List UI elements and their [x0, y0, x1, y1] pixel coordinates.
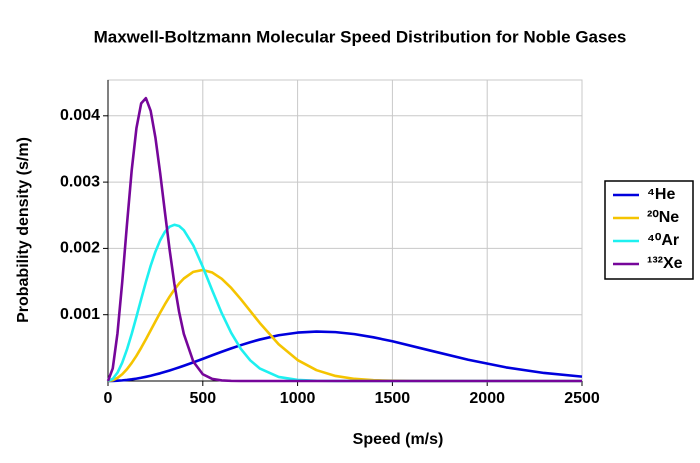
y-tick-label: 0.001 — [60, 306, 100, 323]
x-tick-label: 2000 — [469, 390, 505, 407]
y-tick-label: 0.002 — [60, 240, 100, 257]
x-axis-label: Speed (m/s) — [353, 431, 444, 448]
x-tick-label: 1000 — [280, 390, 316, 407]
legend-label: ⁴He — [647, 186, 675, 203]
y-tick-label: 0.003 — [60, 173, 100, 190]
y-tick-label: 0.004 — [60, 107, 100, 124]
series-line — [106, 96, 582, 383]
x-tick-label: 0 — [104, 390, 113, 407]
y-axis-label: Probability density (s/m) — [15, 137, 32, 323]
plot-area — [107, 79, 583, 382]
x-tick-label: 1500 — [375, 390, 411, 407]
legend-label: ²⁰Ne — [647, 209, 679, 226]
legend-box — [604, 180, 694, 280]
series-line — [107, 330, 583, 383]
x-tick-label: 500 — [189, 390, 216, 407]
chart-title: Maxwell-Boltzmann Molecular Speed Distri… — [94, 27, 627, 46]
x-tick-label: 2500 — [564, 390, 600, 407]
legend-label: ¹³²Xe — [647, 255, 683, 272]
legend-label: ⁴⁰Ar — [647, 232, 679, 249]
